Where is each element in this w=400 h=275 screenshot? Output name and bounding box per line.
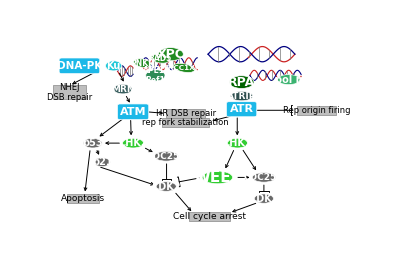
Text: NHEJ
DSB repair: NHEJ DSB repair xyxy=(47,82,92,102)
Text: RPA: RPA xyxy=(228,76,255,89)
Text: CDK2: CDK2 xyxy=(152,182,181,191)
Text: MRN: MRN xyxy=(111,85,134,94)
Text: CDC25C: CDC25C xyxy=(244,173,284,182)
Text: p53: p53 xyxy=(82,138,103,148)
Ellipse shape xyxy=(230,92,253,101)
Text: ERCC1XPF: ERCC1XPF xyxy=(163,65,205,71)
Text: Apoptosis: Apoptosis xyxy=(60,194,105,203)
Ellipse shape xyxy=(252,173,276,182)
Text: CDK1: CDK1 xyxy=(249,194,279,204)
Text: rep fork stabilization: rep fork stabilization xyxy=(142,118,229,127)
Ellipse shape xyxy=(146,70,165,81)
Ellipse shape xyxy=(156,182,176,191)
Ellipse shape xyxy=(229,76,254,89)
FancyBboxPatch shape xyxy=(59,58,100,74)
Text: Rep origin firing: Rep origin firing xyxy=(283,106,350,115)
Text: RAD5: RAD5 xyxy=(148,54,172,63)
Ellipse shape xyxy=(114,84,132,94)
Ellipse shape xyxy=(173,63,194,73)
Text: ATRIP: ATRIP xyxy=(227,92,256,101)
Text: CHK1: CHK1 xyxy=(223,138,252,148)
Text: Ku: Ku xyxy=(106,61,121,71)
FancyBboxPatch shape xyxy=(66,194,98,203)
Ellipse shape xyxy=(134,59,151,67)
Ellipse shape xyxy=(278,75,300,85)
Text: HR DSB repair: HR DSB repair xyxy=(156,109,216,118)
Ellipse shape xyxy=(84,138,102,148)
Ellipse shape xyxy=(158,48,183,61)
Ellipse shape xyxy=(94,158,110,167)
FancyBboxPatch shape xyxy=(166,109,205,118)
Ellipse shape xyxy=(151,54,169,63)
Ellipse shape xyxy=(106,61,122,71)
Text: WEE1: WEE1 xyxy=(193,170,242,185)
Text: ATR: ATR xyxy=(230,104,254,114)
Ellipse shape xyxy=(202,171,232,184)
Ellipse shape xyxy=(122,138,144,148)
FancyBboxPatch shape xyxy=(189,211,230,221)
Text: PNKP: PNKP xyxy=(130,59,154,68)
Text: p21: p21 xyxy=(92,157,112,167)
FancyBboxPatch shape xyxy=(118,104,149,120)
Ellipse shape xyxy=(254,194,274,203)
FancyBboxPatch shape xyxy=(53,85,86,100)
Ellipse shape xyxy=(154,151,178,161)
FancyBboxPatch shape xyxy=(226,102,257,117)
Ellipse shape xyxy=(228,138,248,148)
Text: ATM: ATM xyxy=(120,107,146,117)
Text: DNA-PK: DNA-PK xyxy=(57,61,102,71)
Text: CDC25A: CDC25A xyxy=(146,152,186,161)
FancyBboxPatch shape xyxy=(297,106,336,115)
Text: pol η: pol η xyxy=(275,75,302,85)
Text: APE1/
Ref1: APE1/ Ref1 xyxy=(143,66,168,85)
FancyBboxPatch shape xyxy=(162,118,210,127)
Text: Cell cycle arrest: Cell cycle arrest xyxy=(173,212,246,221)
Text: XPC: XPC xyxy=(157,48,185,61)
Text: CHK2: CHK2 xyxy=(118,138,148,148)
